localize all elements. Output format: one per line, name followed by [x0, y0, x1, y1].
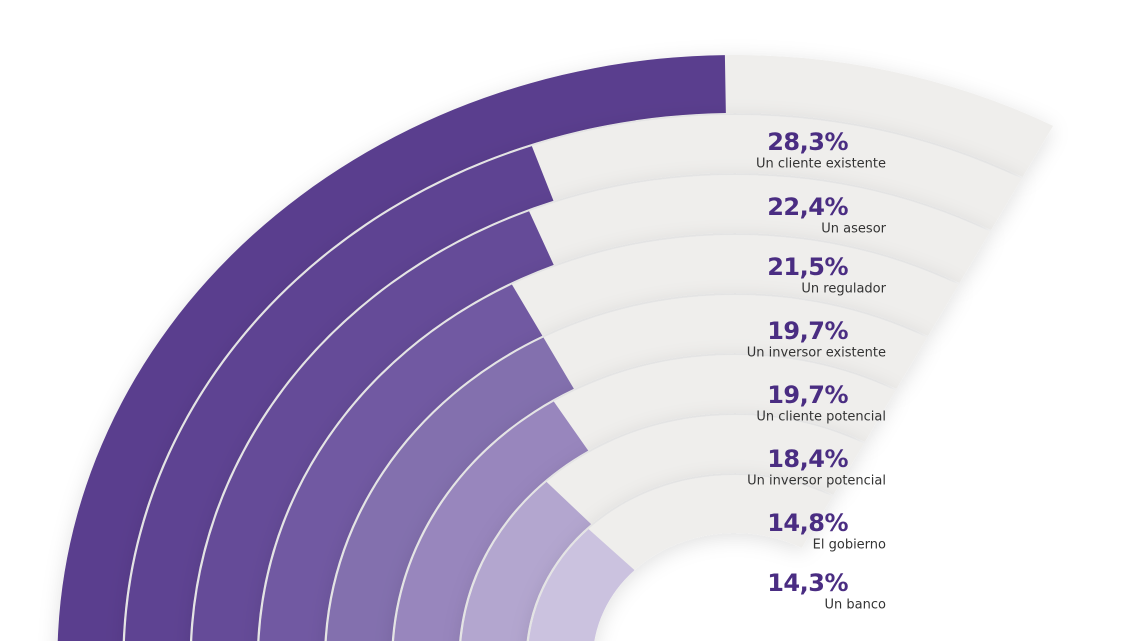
value-label: 14,8%: [767, 509, 848, 537]
bar: [57, 55, 726, 641]
bar: [461, 481, 592, 641]
bar: [326, 337, 574, 641]
track: [461, 415, 864, 641]
category-label: El gobierno: [813, 538, 886, 553]
bar: [124, 146, 554, 641]
bar: [528, 529, 635, 641]
value-label: 14,3%: [767, 569, 848, 597]
labels: 28,3%Un cliente existente 22,4%Un asesor 2…: [747, 128, 887, 613]
bar: [259, 284, 543, 641]
value-label: 21,5%: [767, 253, 848, 281]
category-label: Un asesor: [821, 222, 886, 237]
category-label: Un cliente existente: [756, 157, 886, 172]
bar: [394, 401, 589, 641]
bar: [192, 211, 554, 641]
value-label: 28,3%: [767, 128, 848, 156]
category-label: Un inversor potencial: [747, 474, 886, 489]
value-label: 19,7%: [767, 381, 848, 409]
category-label: Un inversor existente: [747, 346, 886, 361]
value-label: 22,4%: [767, 193, 848, 221]
category-label: Un banco: [825, 598, 886, 613]
value-label: 19,7%: [767, 317, 848, 345]
category-label: Un cliente potencial: [756, 410, 886, 425]
rings: [57, 55, 1054, 641]
value-label: 18,4%: [767, 445, 848, 473]
category-label: Un regulador: [801, 282, 886, 297]
